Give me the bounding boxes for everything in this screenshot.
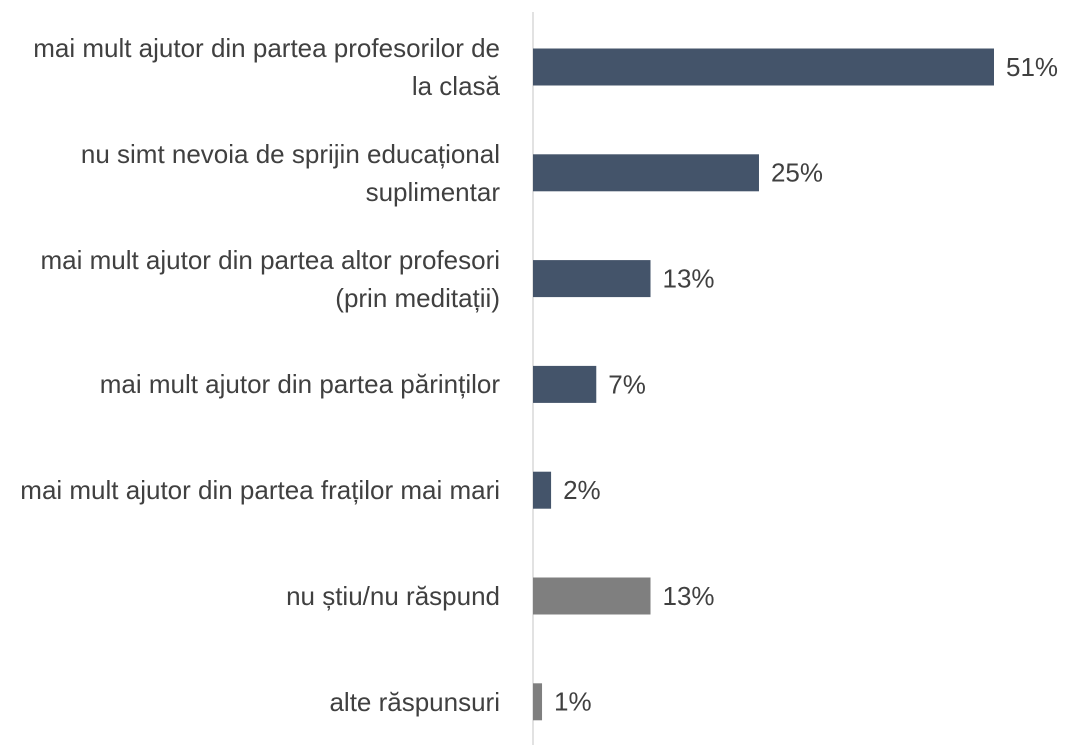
bar	[533, 577, 651, 615]
category-label: mai mult ajutor din partea altor profeso…	[40, 244, 500, 313]
value-label: 25%	[771, 158, 823, 188]
bar	[533, 683, 543, 721]
category-label: nu știu/nu răspund	[286, 581, 500, 611]
value-label: 13%	[663, 581, 715, 611]
category-label: mai mult ajutor din partea fraților mai …	[20, 475, 500, 506]
category-label: alte răspunsuri	[329, 686, 500, 717]
bar	[533, 48, 994, 86]
bar	[533, 365, 597, 403]
category-label: mai mult ajutor din partea profesorilor …	[33, 33, 500, 101]
category-label: nu simt nevoia de sprijin educațional su…	[80, 138, 500, 207]
value-label: 2%	[563, 475, 601, 505]
value-label: 7%	[608, 369, 646, 399]
bar	[533, 154, 759, 192]
value-label: 13%	[663, 263, 715, 293]
bar	[533, 260, 651, 298]
category-label: mai mult ajutor din partea părinților	[99, 369, 500, 400]
value-label: 51%	[1006, 52, 1058, 82]
bar	[533, 471, 552, 509]
value-label: 1%	[554, 687, 592, 717]
